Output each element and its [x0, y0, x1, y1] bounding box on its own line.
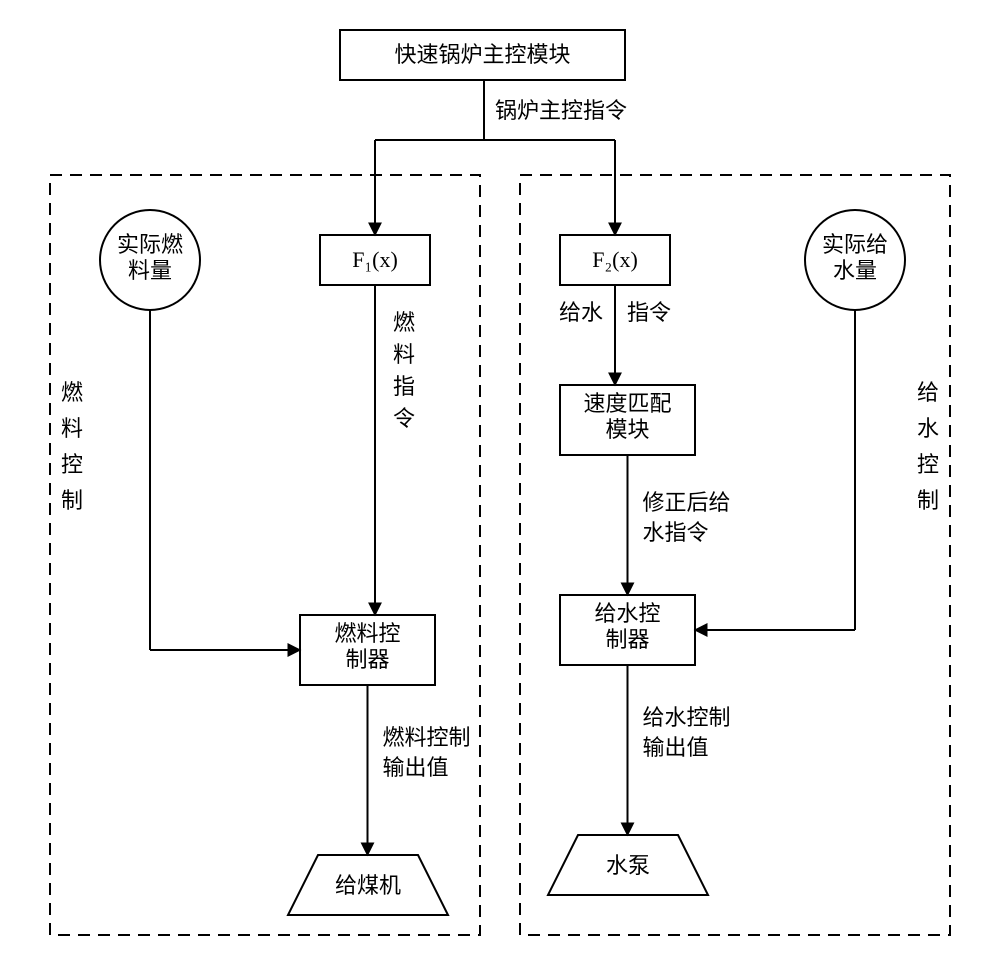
svg-text:输出值: 输出值	[383, 755, 449, 780]
svg-text:制器: 制器	[605, 627, 649, 652]
svg-text:实际给: 实际给	[822, 232, 888, 257]
svg-text:速度匹配: 速度匹配	[583, 391, 671, 416]
svg-text:燃料控: 燃料控	[334, 621, 400, 646]
svg-text:模块: 模块	[605, 417, 649, 442]
svg-text:制: 制	[61, 488, 83, 513]
boiler-control-diagram: 快速锅炉主控模块锅炉主控指令燃料控制实际燃料量F₁(x)燃料指令燃料控制器燃料控…	[0, 0, 1000, 965]
svg-text:给水控制: 给水控制	[643, 705, 731, 730]
svg-text:料: 料	[61, 416, 83, 441]
svg-text:指: 指	[393, 374, 415, 399]
svg-text:令: 令	[393, 406, 415, 431]
svg-text:料: 料	[393, 342, 415, 367]
svg-text:制: 制	[917, 488, 939, 513]
svg-text:给: 给	[917, 380, 939, 405]
top-split-label: 锅炉主控指令	[495, 98, 627, 123]
svg-text:水指令: 水指令	[643, 520, 709, 545]
svg-text:F₂(x): F₂(x)	[592, 247, 638, 272]
svg-text:输出值: 输出值	[643, 735, 709, 760]
svg-text:控: 控	[61, 452, 83, 477]
svg-text:燃料控制: 燃料控制	[383, 725, 471, 750]
svg-text:燃: 燃	[393, 310, 415, 335]
svg-text:F₁(x): F₁(x)	[352, 247, 398, 272]
top-box-label: 快速锅炉主控模块	[394, 42, 570, 67]
svg-text:修正后给: 修正后给	[643, 490, 731, 515]
svg-text:给水: 给水	[559, 300, 603, 325]
svg-text:给水控: 给水控	[594, 601, 660, 626]
svg-text:制器: 制器	[345, 647, 389, 672]
svg-text:给煤机: 给煤机	[335, 873, 401, 898]
svg-text:水泵: 水泵	[606, 853, 650, 878]
svg-text:料量: 料量	[128, 258, 172, 283]
svg-text:指令: 指令	[627, 300, 671, 325]
svg-text:实际燃: 实际燃	[117, 232, 183, 257]
svg-text:燃: 燃	[61, 380, 83, 405]
svg-text:水: 水	[917, 416, 939, 441]
svg-text:水量: 水量	[833, 258, 877, 283]
svg-text:控: 控	[917, 452, 939, 477]
